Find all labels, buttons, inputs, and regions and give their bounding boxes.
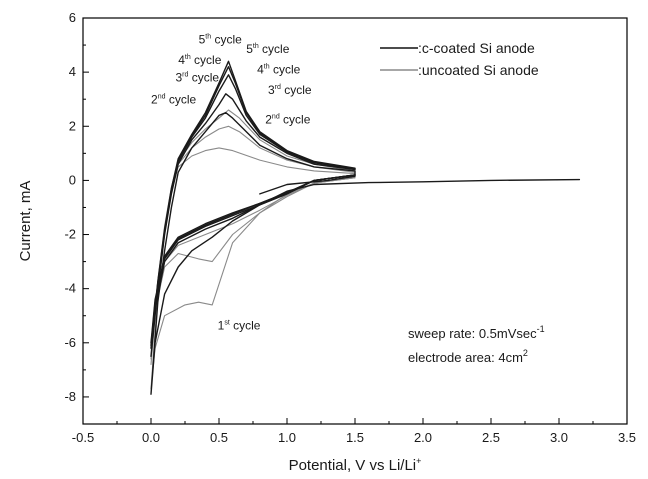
- cycle-annotation: 4th cycle: [178, 53, 222, 67]
- x-tick-label: 1.5: [346, 430, 364, 445]
- cycle-annotations: 5th cycle 4th cycle 3rd cycle 2nd cycle 5th …: [151, 33, 312, 333]
- y-tick-label: 6: [69, 10, 76, 25]
- x-axis: -0.5 0.0 0.5 1.0 1.5 2.0 2.5 3.0 3.5: [72, 418, 636, 445]
- x-tick-label: 0.0: [142, 430, 160, 445]
- curves-layer: [150, 60, 581, 395]
- y-tick-label: -2: [64, 227, 76, 242]
- y-tick-label: -6: [64, 335, 76, 350]
- x-tick-label: 2.5: [482, 430, 500, 445]
- measurement-notes: sweep rate: 0.5mVsec-1 electrode area: 4c…: [408, 324, 545, 365]
- y-tick-label: 2: [69, 118, 76, 133]
- series-line-c-coated-Si-anode-5th: [150, 60, 356, 344]
- series-line-c-coated-Si-anode-1st: [150, 112, 581, 395]
- measurement-note: sweep rate: 0.5mVsec-1: [408, 324, 545, 341]
- x-tick-label: 1.0: [278, 430, 296, 445]
- y-axis-title: Current, mA: [17, 181, 34, 262]
- cycle-annotation: 1st cycle: [218, 318, 261, 332]
- cycle-annotation: 4th cycle: [257, 62, 301, 76]
- cycle-annotation: 3rd cycle: [175, 71, 219, 85]
- measurement-note: electrode area: 4cm2: [408, 348, 528, 365]
- cycle-annotation: 5th cycle: [246, 42, 290, 56]
- y-tick-label: -4: [64, 281, 76, 296]
- x-tick-label: 3.0: [550, 430, 568, 445]
- cycle-annotation: 2nd cycle: [151, 92, 196, 106]
- legend-label: :uncoated Si anode: [418, 62, 539, 78]
- cycle-annotation: 3rd cycle: [268, 83, 312, 97]
- x-axis-title: Potential, V vs Li/Li+: [289, 456, 422, 474]
- y-axis: -8 -6 -4 -2 0 2 4 6: [64, 10, 89, 425]
- y-tick-label: -8: [64, 389, 76, 404]
- x-tick-label: 0.5: [210, 430, 228, 445]
- legend-label: :c-coated Si anode: [418, 40, 535, 56]
- y-tick-label: 0: [69, 172, 76, 187]
- cycle-annotation: 5th cycle: [199, 33, 243, 47]
- x-tick-label: 2.0: [414, 430, 432, 445]
- x-tick-label: 3.5: [618, 430, 636, 445]
- cycle-annotation: 2nd cycle: [265, 113, 310, 127]
- x-tick-label: -0.5: [72, 430, 94, 445]
- y-tick-label: 4: [69, 64, 76, 79]
- legend: :c-coated Si anode :uncoated Si anode: [380, 40, 539, 78]
